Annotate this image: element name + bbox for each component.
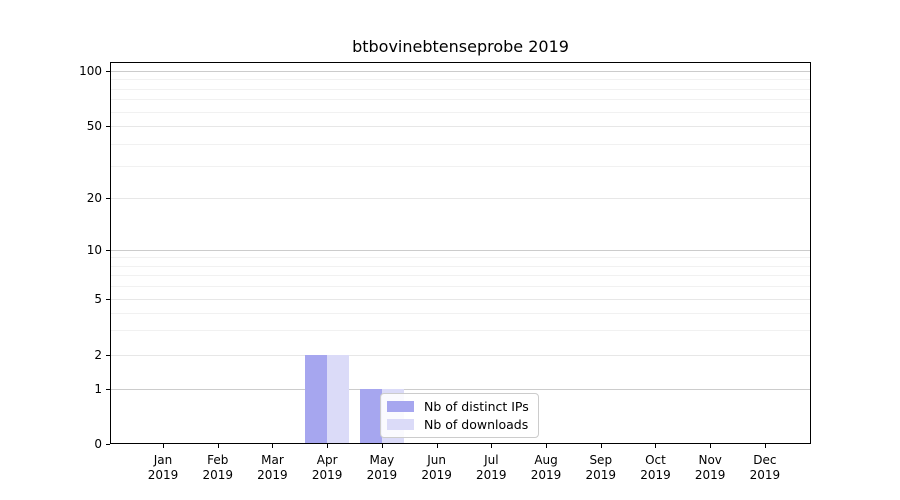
x-tick-label: Jun 2019 xyxy=(407,453,467,483)
legend: Nb of distinct IPs Nb of downloads xyxy=(380,393,539,438)
x-tick-mark xyxy=(546,444,548,448)
x-tick-mark xyxy=(381,444,383,448)
y-gridline-2 xyxy=(110,354,811,356)
x-tick-label: Nov 2019 xyxy=(680,453,740,483)
x-tick-mark xyxy=(436,444,438,448)
x-tick-label: Apr 2019 xyxy=(297,453,357,483)
x-tick-month: Feb xyxy=(207,453,229,467)
y-tick-label: 2 xyxy=(94,347,102,362)
y-tick-label: 50 xyxy=(86,118,102,133)
x-tick-mark xyxy=(491,444,493,448)
x-tick-month: Sep xyxy=(589,453,613,467)
y-tick-label: 1 xyxy=(94,381,102,396)
y-tick-mark xyxy=(106,298,110,300)
x-tick-month: Mar xyxy=(261,453,284,467)
minor-gridline xyxy=(110,88,811,90)
y-tick-label: 0 xyxy=(94,437,102,451)
x-tick-label: Aug 2019 xyxy=(516,453,576,483)
minor-gridline xyxy=(110,166,811,168)
y-tick-mark xyxy=(106,125,110,127)
x-tick-mark xyxy=(764,444,766,448)
x-tick-year: 2019 xyxy=(749,468,781,482)
x-tick-label: Sep 2019 xyxy=(571,453,631,483)
x-tick-mark xyxy=(217,444,219,448)
x-tick-year: 2019 xyxy=(694,468,726,482)
x-tick-month: May xyxy=(369,453,395,467)
minor-gridline xyxy=(110,257,811,259)
x-tick-year: 2019 xyxy=(585,468,617,482)
x-tick-year: 2019 xyxy=(530,468,562,482)
y-tick-label: 20 xyxy=(86,190,102,205)
x-tick-year: 2019 xyxy=(640,468,671,482)
minor-gridline xyxy=(110,275,811,277)
x-tick-year: 2019 xyxy=(366,468,398,482)
x-tick-month: Nov xyxy=(698,453,722,467)
y-gridline-20 xyxy=(110,197,811,199)
y-tick-mark xyxy=(106,354,110,356)
x-tick-year: 2019 xyxy=(421,468,452,482)
y-gridline-50 xyxy=(110,125,811,127)
y-gridline-10 xyxy=(110,249,811,251)
x-tick-mark xyxy=(710,444,712,448)
legend-swatch-distinct-ips xyxy=(387,401,414,412)
x-tick-mark xyxy=(272,444,274,448)
legend-item-distinct-ips: Nb of distinct IPs xyxy=(387,400,529,413)
y-gridline-1 xyxy=(110,388,811,390)
x-tick-month: Jan xyxy=(153,453,173,467)
chart-title: btbovinebtenseprobe 2019 xyxy=(352,37,569,56)
legend-swatch-downloads xyxy=(387,419,414,430)
x-tick-month: Aug xyxy=(534,453,558,467)
bar-nb-of-distinct-ips-apr xyxy=(305,354,328,444)
y-tick-mark xyxy=(106,388,110,390)
x-tick-year: 2019 xyxy=(311,468,343,482)
x-tick-month: Dec xyxy=(753,453,777,467)
x-tick-month: Apr xyxy=(316,453,338,467)
x-tick-year: 2019 xyxy=(202,468,233,482)
x-tick-label: Feb 2019 xyxy=(188,453,248,483)
x-tick-month: Jul xyxy=(484,453,499,467)
legend-item-downloads: Nb of downloads xyxy=(387,418,529,431)
x-tick-mark xyxy=(655,444,657,448)
x-tick-year: 2019 xyxy=(476,468,507,482)
x-tick-label: Jul 2019 xyxy=(461,453,521,483)
x-tick-mark xyxy=(327,444,329,448)
x-tick-label: Dec 2019 xyxy=(735,453,795,483)
y-tick-label: 5 xyxy=(94,291,102,306)
y-tick-label: 100 xyxy=(79,64,102,78)
minor-gridline xyxy=(110,79,811,81)
plot-area xyxy=(110,62,811,444)
y-gridline-5 xyxy=(110,298,811,300)
x-tick-mark xyxy=(163,444,164,448)
y-tick-mark xyxy=(106,71,110,72)
y-tick-label: 10 xyxy=(86,242,102,257)
y-gridline-100 xyxy=(110,71,811,72)
x-tick-label: Jan 2019 xyxy=(133,453,193,483)
bar-nb-of-downloads-apr xyxy=(327,354,350,444)
minor-gridline xyxy=(110,330,811,332)
minor-gridline xyxy=(110,312,811,314)
legend-label-distinct-ips: Nb of distinct IPs xyxy=(424,399,529,414)
x-tick-label: Mar 2019 xyxy=(242,453,302,483)
x-tick-month: Jun xyxy=(427,453,446,467)
minor-gridline xyxy=(110,286,811,288)
minor-gridline xyxy=(110,111,811,113)
x-tick-label: May 2019 xyxy=(352,453,412,483)
minor-gridline xyxy=(110,143,811,145)
y-tick-mark xyxy=(106,444,110,445)
y-tick-mark xyxy=(106,249,110,251)
minor-gridline xyxy=(110,265,811,267)
x-tick-mark xyxy=(600,444,602,448)
x-tick-month: Oct xyxy=(645,453,666,467)
y-tick-mark xyxy=(106,197,110,199)
x-tick-label: Oct 2019 xyxy=(625,453,685,483)
legend-label-downloads: Nb of downloads xyxy=(424,417,529,432)
x-tick-year: 2019 xyxy=(257,468,288,482)
x-tick-year: 2019 xyxy=(147,468,179,482)
minor-gridline xyxy=(110,99,811,101)
bar-nb-of-distinct-ips-may xyxy=(359,388,382,444)
